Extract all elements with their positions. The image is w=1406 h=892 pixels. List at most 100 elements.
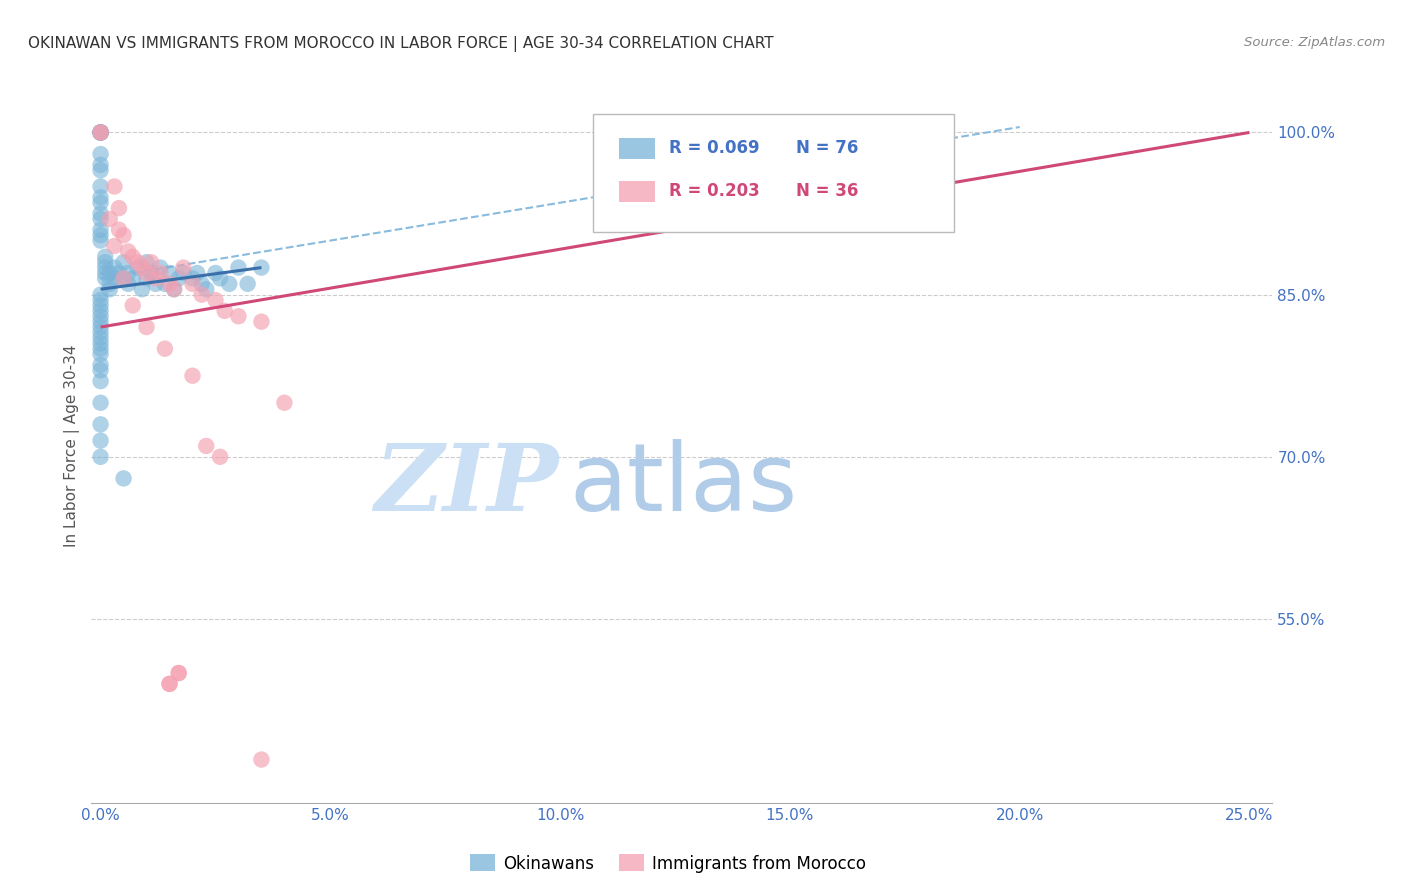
Point [139, 266, 162, 280]
Point [94, 260, 117, 275]
Point [90, 228, 112, 243]
Point [112, 271, 135, 285]
Point [167, 666, 190, 681]
Point [98, 277, 121, 291]
Text: ZIP: ZIP [374, 441, 558, 530]
Point [112, 271, 135, 285]
Point [145, 277, 167, 291]
Point [172, 266, 194, 280]
Text: atlas: atlas [569, 439, 799, 532]
Point [209, 450, 232, 464]
FancyBboxPatch shape [593, 114, 953, 232]
Point [190, 277, 212, 291]
Point [167, 666, 190, 681]
Point [145, 271, 167, 285]
Point [90, 331, 112, 345]
Point [90, 179, 112, 194]
Point [103, 239, 125, 253]
Point [90, 450, 112, 464]
Point [94, 255, 117, 269]
Point [90, 363, 112, 377]
Point [90, 195, 112, 210]
Point [90, 417, 112, 432]
Point [90, 125, 112, 139]
Point [98, 211, 121, 226]
Point [167, 271, 190, 285]
Point [103, 271, 125, 285]
Point [94, 250, 117, 264]
Point [163, 282, 186, 296]
Point [90, 125, 112, 139]
Point [159, 677, 181, 691]
Point [190, 287, 212, 301]
Point [90, 125, 112, 139]
Point [90, 158, 112, 172]
Point [131, 260, 153, 275]
Point [90, 326, 112, 340]
Point [181, 271, 204, 285]
Point [90, 206, 112, 220]
Point [90, 125, 112, 139]
Point [149, 266, 172, 280]
Point [250, 315, 273, 329]
Point [186, 266, 208, 280]
Y-axis label: In Labor Force | Age 30-34: In Labor Force | Age 30-34 [65, 344, 80, 548]
Point [273, 396, 295, 410]
Point [90, 293, 112, 307]
Point [218, 277, 240, 291]
Text: N = 36: N = 36 [796, 182, 859, 200]
Point [90, 125, 112, 139]
Point [108, 223, 131, 237]
Point [90, 347, 112, 361]
Text: R = 0.069: R = 0.069 [669, 139, 759, 157]
Legend: Okinawans, Immigrants from Morocco: Okinawans, Immigrants from Morocco [463, 847, 873, 880]
Text: N = 76: N = 76 [796, 139, 859, 157]
Point [90, 287, 112, 301]
Point [159, 277, 181, 291]
Point [90, 303, 112, 318]
Bar [619, 137, 655, 159]
Point [103, 179, 125, 194]
Text: OKINAWAN VS IMMIGRANTS FROM MOROCCO IN LABOR FORCE | AGE 30-34 CORRELATION CHART: OKINAWAN VS IMMIGRANTS FROM MOROCCO IN L… [28, 36, 773, 52]
Point [121, 298, 143, 312]
Point [90, 211, 112, 226]
Point [181, 277, 204, 291]
Point [250, 753, 273, 767]
Point [112, 228, 135, 243]
Point [90, 315, 112, 329]
Point [163, 282, 186, 296]
Point [159, 677, 181, 691]
Point [90, 310, 112, 324]
Point [236, 277, 259, 291]
Bar [619, 180, 655, 202]
Point [135, 320, 157, 334]
Point [131, 282, 153, 296]
Point [159, 266, 181, 280]
Point [181, 368, 204, 383]
Point [90, 374, 112, 388]
Point [172, 260, 194, 275]
Point [90, 190, 112, 204]
Point [90, 336, 112, 351]
Point [112, 471, 135, 485]
Point [250, 260, 273, 275]
Point [121, 271, 143, 285]
Point [108, 266, 131, 280]
Point [98, 266, 121, 280]
Point [90, 358, 112, 372]
Point [90, 125, 112, 139]
Point [204, 293, 226, 307]
Point [139, 255, 162, 269]
Point [228, 260, 250, 275]
Point [90, 223, 112, 237]
Point [90, 342, 112, 356]
Point [135, 255, 157, 269]
Point [153, 342, 176, 356]
Point [153, 277, 176, 291]
Point [94, 271, 117, 285]
Point [195, 439, 218, 453]
Point [135, 266, 157, 280]
Text: Source: ZipAtlas.com: Source: ZipAtlas.com [1244, 36, 1385, 49]
Point [127, 255, 149, 269]
Point [204, 266, 226, 280]
